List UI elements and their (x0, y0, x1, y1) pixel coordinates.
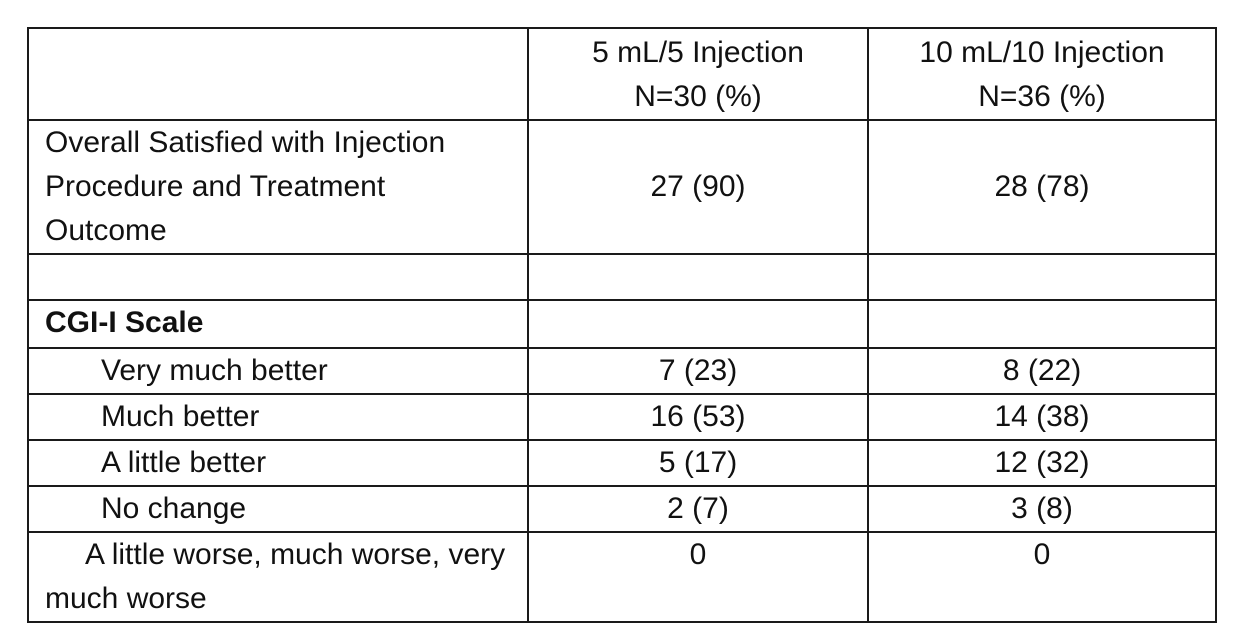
row-label: A little worse, much worse, very much wo… (27, 531, 529, 623)
header-10ml-title: 10 mL/10 Injection (919, 36, 1165, 69)
blank-cell (867, 253, 1217, 301)
row-label-text: Very much better (101, 354, 328, 387)
header-5ml-n: N=30 (%) (634, 80, 762, 113)
table-row: A little better 5 (17) 12 (32) (27, 439, 1217, 487)
row-label-text: No change (101, 492, 247, 525)
overall-satisfied-label: Overall Satisfied with Injection Procedu… (27, 119, 529, 255)
row-label: Much better (27, 393, 529, 441)
row-value-10ml: 3 (8) (867, 485, 1217, 533)
blank-row (27, 253, 1217, 301)
header-5ml-title: 5 mL/5 Injection (592, 36, 804, 69)
header-row: 5 mL/5 Injection N=30 (%) 10 mL/10 Injec… (27, 27, 1217, 121)
row-label-text: A little worse, much worse, very much wo… (45, 538, 506, 615)
overall-satisfied-row: Overall Satisfied with Injection Procedu… (27, 119, 1217, 255)
header-10ml-n: N=36 (%) (978, 80, 1106, 113)
row-value-5ml: 0 (527, 531, 869, 623)
table-row: Much better 16 (53) 14 (38) (27, 393, 1217, 441)
overall-satisfied-5ml: 27 (90) (527, 119, 869, 255)
row-value-5ml: 7 (23) (527, 347, 869, 395)
row-label: A little better (27, 439, 529, 487)
row-value-10ml: 12 (32) (867, 439, 1217, 487)
header-cell-5ml: 5 mL/5 Injection N=30 (%) (527, 27, 869, 121)
row-value-10ml: 0 (867, 531, 1217, 623)
row-label: Very much better (27, 347, 529, 395)
row-value-10ml: 8 (22) (867, 347, 1217, 395)
row-label-text: A little better (101, 446, 267, 479)
table-row: A little worse, much worse, very much wo… (27, 531, 1217, 623)
row-value-5ml: 5 (17) (527, 439, 869, 487)
row-value-10ml: 14 (38) (867, 393, 1217, 441)
cgi-section-row: CGI-I Scale (27, 299, 1217, 349)
results-table: 5 mL/5 Injection N=30 (%) 10 mL/10 Injec… (27, 27, 1217, 623)
row-value-5ml: 2 (7) (527, 485, 869, 533)
row-label: No change (27, 485, 529, 533)
header-cell-empty (27, 27, 529, 121)
cgi-section-empty (527, 299, 869, 349)
blank-cell (27, 253, 529, 301)
cgi-section-empty (867, 299, 1217, 349)
table-row: Very much better 7 (23) 8 (22) (27, 347, 1217, 395)
table-row: No change 2 (7) 3 (8) (27, 485, 1217, 533)
row-label-text: Much better (101, 400, 260, 433)
header-cell-10ml: 10 mL/10 Injection N=36 (%) (867, 27, 1217, 121)
row-value-5ml: 16 (53) (527, 393, 869, 441)
cgi-section-label: CGI-I Scale (27, 299, 529, 349)
blank-cell (527, 253, 869, 301)
overall-satisfied-10ml: 28 (78) (867, 119, 1217, 255)
